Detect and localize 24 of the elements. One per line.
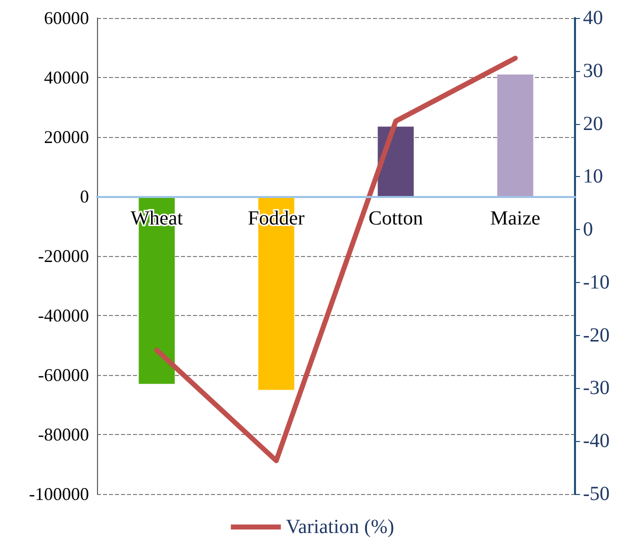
y2-tick-label: 0 xyxy=(583,218,593,241)
y-tick-label: -100000 xyxy=(29,484,89,504)
bar xyxy=(378,126,414,196)
y2-tick-label: 40 xyxy=(583,7,603,29)
y-tick-label: -20000 xyxy=(38,246,89,266)
y-tick-label: -80000 xyxy=(38,424,89,444)
y-tick-label: 0 xyxy=(80,186,89,206)
y2-tick-label: 20 xyxy=(583,112,603,135)
y2-tick-label: -20 xyxy=(583,324,610,346)
x-tick-label: Maize xyxy=(490,208,540,230)
y2-tick-label: -10 xyxy=(583,271,610,294)
y2-tick-label: 30 xyxy=(583,60,603,82)
y2-tick-label: -40 xyxy=(583,430,610,452)
y-tick-label: 20000 xyxy=(44,127,89,147)
y2-tick-label: -50 xyxy=(583,483,610,505)
bar xyxy=(497,74,534,196)
legend-label: Variation (%) xyxy=(286,516,394,538)
y-tick-label: -60000 xyxy=(38,365,89,385)
x-tick-label: Cotton xyxy=(368,208,423,230)
y-tick-label: 60000 xyxy=(44,8,89,28)
y2-tick-label: 10 xyxy=(583,166,603,188)
y-tick-label: 40000 xyxy=(44,68,89,88)
y2-tick-label: -30 xyxy=(583,377,610,400)
y-tick-label: -40000 xyxy=(38,306,89,326)
